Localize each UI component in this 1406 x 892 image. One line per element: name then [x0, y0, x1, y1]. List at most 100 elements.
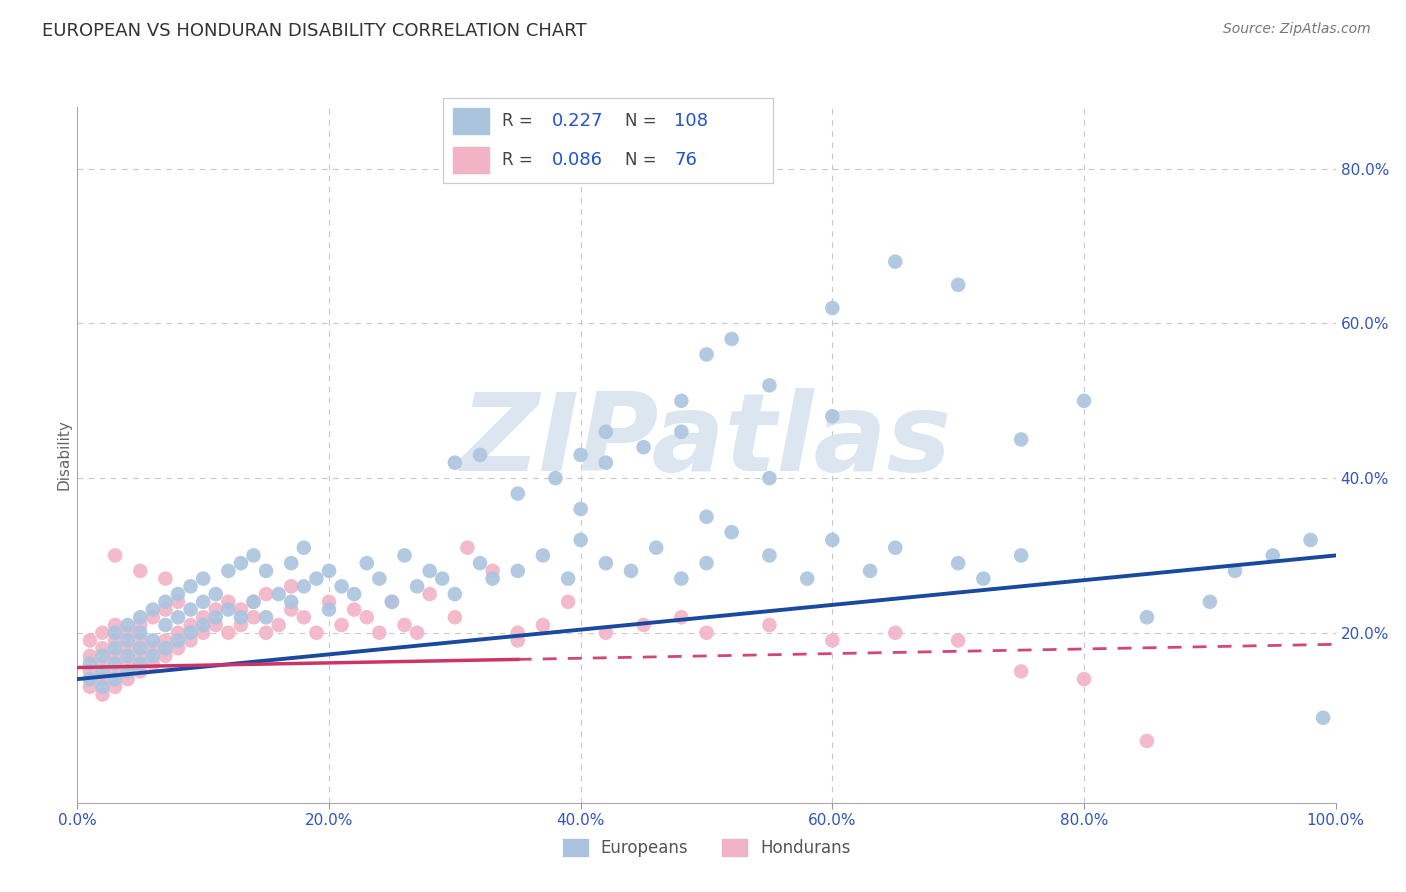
- Point: [117, 641, 139, 656]
- Point: [1199, 595, 1222, 609]
- Point: [167, 641, 190, 656]
- Point: [1136, 734, 1159, 748]
- Point: [155, 602, 177, 616]
- Text: 0.227: 0.227: [553, 112, 603, 130]
- Point: [142, 633, 165, 648]
- Point: [254, 625, 277, 640]
- Point: [506, 486, 529, 500]
- Point: [117, 665, 139, 679]
- Point: [1223, 564, 1246, 578]
- Point: [645, 541, 668, 555]
- Point: [79, 672, 101, 686]
- Point: [368, 625, 391, 640]
- Point: [506, 625, 529, 640]
- Point: [117, 657, 139, 671]
- Point: [481, 564, 503, 578]
- Point: [180, 633, 202, 648]
- Point: [292, 579, 315, 593]
- Point: [531, 549, 554, 563]
- Point: [167, 633, 190, 648]
- Text: ZIPatlas: ZIPatlas: [461, 388, 952, 494]
- Point: [948, 556, 970, 570]
- Point: [821, 301, 844, 315]
- Point: [444, 456, 467, 470]
- Point: [292, 541, 315, 555]
- Point: [229, 556, 252, 570]
- Point: [758, 618, 780, 632]
- Point: [696, 625, 718, 640]
- Point: [142, 648, 165, 663]
- Point: [142, 602, 165, 616]
- Point: [129, 625, 152, 640]
- Point: [1010, 549, 1032, 563]
- Point: [884, 254, 907, 268]
- Point: [506, 564, 529, 578]
- Point: [394, 549, 416, 563]
- Point: [432, 572, 454, 586]
- Point: [104, 672, 127, 686]
- Point: [1010, 665, 1032, 679]
- Point: [569, 502, 592, 516]
- Point: [242, 610, 264, 624]
- Y-axis label: Disability: Disability: [56, 419, 72, 491]
- Point: [217, 625, 239, 640]
- Point: [696, 347, 718, 361]
- Legend: Europeans, Hondurans: Europeans, Hondurans: [555, 832, 858, 864]
- Point: [155, 618, 177, 632]
- Point: [356, 610, 378, 624]
- Point: [167, 595, 190, 609]
- Point: [167, 625, 190, 640]
- Point: [419, 587, 441, 601]
- Text: 108: 108: [675, 112, 709, 130]
- Point: [280, 602, 302, 616]
- Point: [91, 688, 114, 702]
- Point: [104, 657, 127, 671]
- Point: [254, 587, 277, 601]
- Point: [821, 633, 844, 648]
- Point: [104, 680, 127, 694]
- Point: [117, 625, 139, 640]
- Point: [318, 602, 340, 616]
- Point: [204, 610, 226, 624]
- Point: [1010, 433, 1032, 447]
- Point: [280, 595, 302, 609]
- Point: [381, 595, 404, 609]
- Point: [884, 541, 907, 555]
- Point: [595, 425, 617, 439]
- Point: [180, 625, 202, 640]
- Point: [117, 633, 139, 648]
- Point: [305, 572, 328, 586]
- Point: [595, 625, 617, 640]
- Point: [254, 564, 277, 578]
- Point: [406, 579, 429, 593]
- Point: [79, 665, 101, 679]
- Point: [129, 648, 152, 663]
- Point: [468, 448, 491, 462]
- Point: [104, 648, 127, 663]
- Text: N =: N =: [624, 151, 661, 169]
- Point: [343, 602, 366, 616]
- Point: [104, 633, 127, 648]
- Point: [167, 587, 190, 601]
- Point: [330, 579, 353, 593]
- Point: [91, 625, 114, 640]
- Point: [595, 456, 617, 470]
- Point: [633, 440, 655, 454]
- Point: [972, 572, 994, 586]
- Point: [758, 378, 780, 392]
- Text: R =: R =: [502, 112, 538, 130]
- Point: [180, 579, 202, 593]
- Point: [91, 680, 114, 694]
- Point: [155, 595, 177, 609]
- Point: [381, 595, 404, 609]
- Point: [481, 572, 503, 586]
- Point: [104, 665, 127, 679]
- Point: [696, 509, 718, 524]
- Point: [191, 610, 215, 624]
- Point: [280, 579, 302, 593]
- Point: [91, 641, 114, 656]
- Point: [242, 595, 264, 609]
- Point: [884, 625, 907, 640]
- Text: N =: N =: [624, 112, 661, 130]
- Point: [104, 625, 127, 640]
